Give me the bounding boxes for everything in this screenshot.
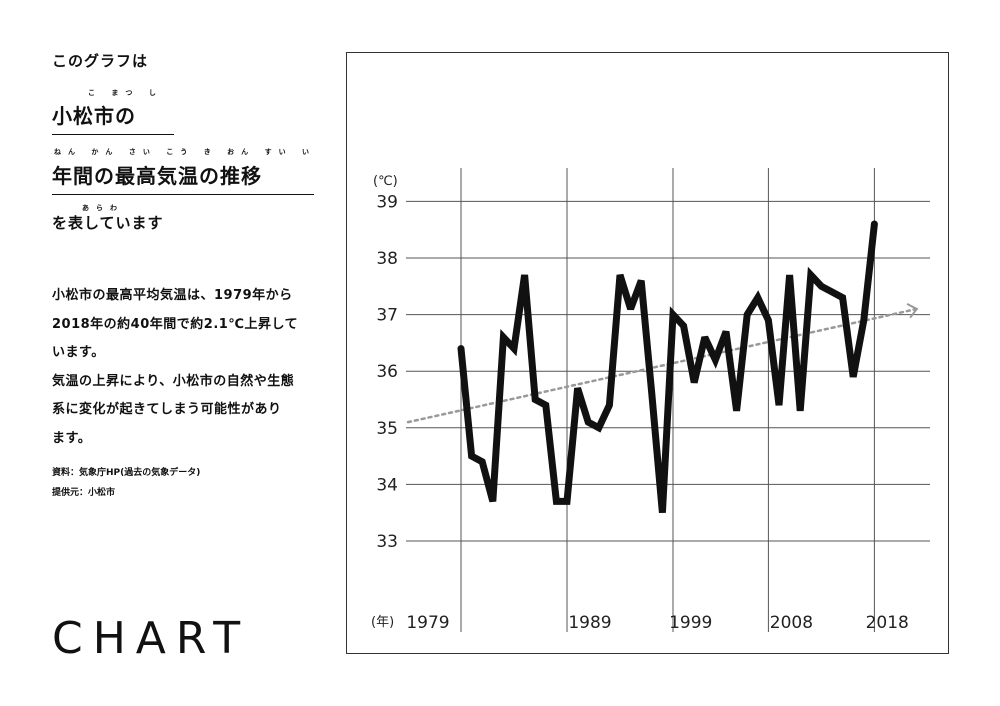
headline-1-ruby: こ まつ し (88, 89, 163, 97)
description-line: 小松市の最高平均気温は、1979年から (52, 288, 293, 303)
intro-text: このグラフは (52, 52, 149, 70)
x-tick-label: 2008 (770, 613, 813, 633)
headline-3-ruby: あらわ (82, 204, 124, 212)
x-tick-label: 2018 (866, 613, 909, 633)
trend-line (406, 307, 919, 424)
trend-arrowhead (906, 302, 919, 319)
description: 小松市の最高平均気温は、1979年から 2018年の約40年間で約2.1℃上昇し… (52, 282, 312, 453)
headline-2-ruby: ねん かん さい こう き おん すい い (54, 148, 317, 156)
y-tick-label: 38 (376, 249, 398, 269)
source-note: 資料：気象庁HP(過去の気象データ) (52, 468, 201, 478)
y-tick-label: 35 (376, 419, 398, 439)
provider-note: 提供元：小松市 (52, 488, 116, 498)
headline-2: 年間の最高気温の推移 (52, 160, 314, 195)
x-tick-label: 1979 (406, 613, 449, 633)
chart-logo: CHART (52, 613, 251, 664)
y-tick-label: 34 (376, 475, 398, 495)
x-tick-label: 1999 (669, 613, 712, 633)
y-tick-label: 36 (376, 362, 398, 382)
chart-frame (346, 52, 949, 654)
y-tick-label: 39 (376, 192, 398, 212)
headline-1: 小松市の (52, 100, 174, 135)
headline-3: を表しています (52, 214, 164, 232)
x-tick-label: 1989 (568, 613, 611, 633)
series-line (457, 220, 878, 514)
description-line: 系に変化が起きてしまう可能性があり (52, 402, 282, 417)
description-line: 2018年の約40年間で約2.1℃上昇して (52, 316, 299, 332)
y-axis-unit: (℃) (373, 174, 398, 189)
x-axis-unit: (年) (371, 615, 394, 630)
description-line: ます。 (52, 430, 92, 446)
y-tick-label: 37 (376, 306, 398, 326)
description-line: 気温の上昇により、小松市の自然や生態 (52, 373, 295, 389)
y-tick-label: 33 (376, 532, 398, 552)
description-line: います。 (52, 345, 105, 360)
